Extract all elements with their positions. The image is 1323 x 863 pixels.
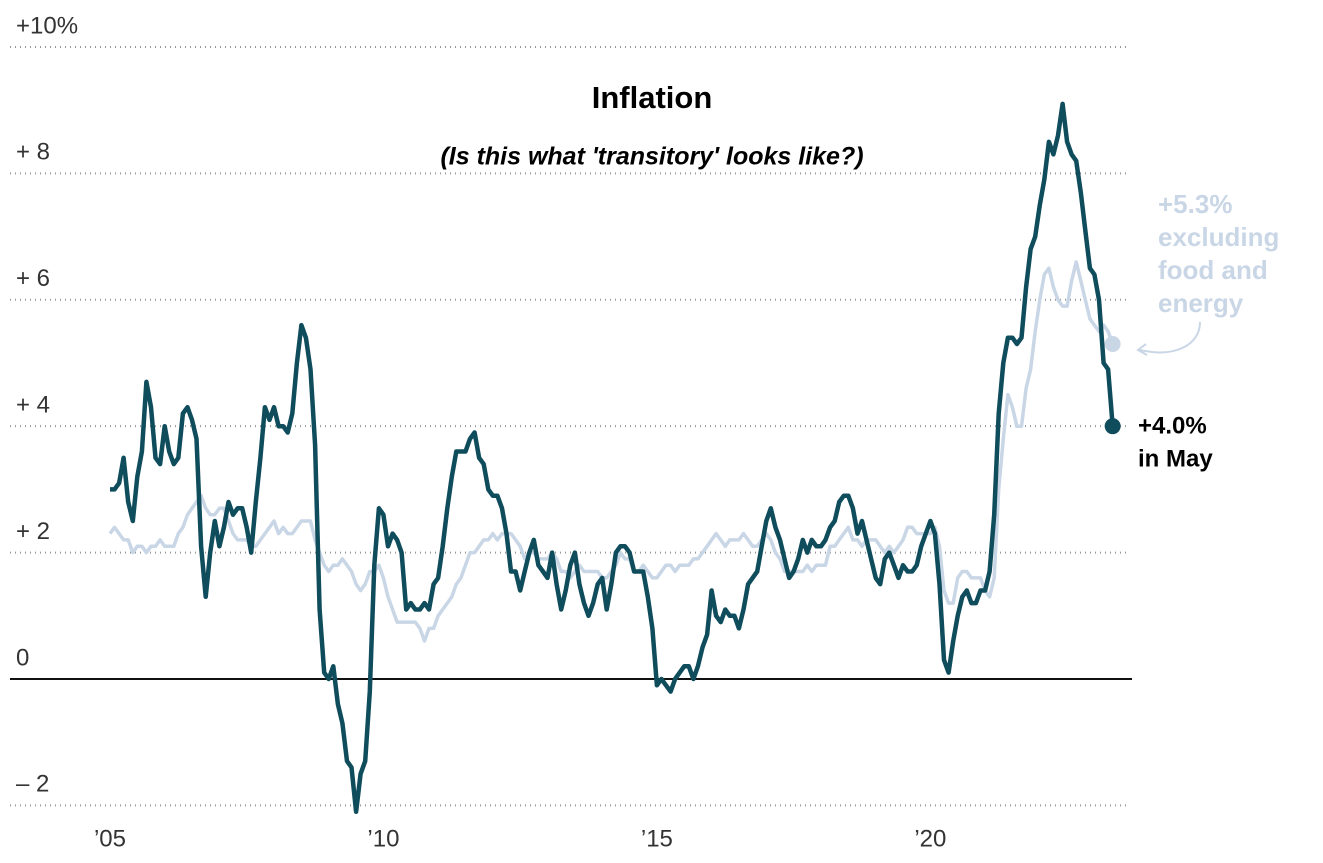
x-tick-label: ’10	[367, 825, 399, 852]
y-tick-label: 0	[16, 644, 29, 671]
x-tick-label: ’20	[914, 825, 946, 852]
annotation: in May	[1138, 445, 1213, 472]
x-tick-label: ’15	[641, 825, 673, 852]
y-tick-label: + 4	[16, 392, 50, 419]
y-tick-label: + 8	[16, 139, 50, 166]
y-tick-label: + 2	[16, 518, 50, 545]
chart-title: Inflation	[592, 80, 713, 115]
annotation: excluding	[1158, 222, 1279, 252]
annotation-arrowhead	[1136, 343, 1148, 356]
chart-subtitle: (Is this what 'transitory' looks like?)	[440, 143, 863, 171]
annotation: energy	[1158, 288, 1244, 318]
series-line	[110, 101, 1115, 814]
end-dot	[1104, 336, 1121, 353]
y-tick-label: + 6	[16, 265, 50, 292]
annotation-arrow	[1139, 321, 1201, 354]
x-tick-label: ’05	[94, 825, 126, 852]
annotation: +4.0%	[1138, 412, 1207, 439]
annotation: +5.3%	[1158, 189, 1232, 219]
y-tick-label: +10%	[16, 12, 78, 39]
annotation: food and	[1158, 255, 1268, 285]
end-dot	[1104, 418, 1121, 435]
y-tick-label: – 2	[16, 771, 49, 798]
